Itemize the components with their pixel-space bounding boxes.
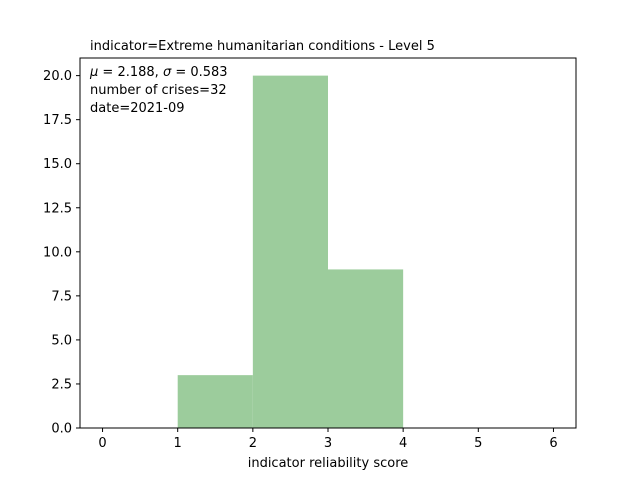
y-tick-label: 12.5 (43, 201, 72, 216)
x-tick-label: 5 (474, 436, 482, 451)
date-annotation: date=2021-09 (90, 101, 185, 116)
y-tick-label: 2.5 (51, 377, 72, 392)
x-tick-label: 6 (549, 436, 557, 451)
y-tick-label: 0.0 (51, 422, 72, 437)
stats-mu-value: 2.188 (117, 65, 154, 80)
x-tick-label: 2 (249, 436, 257, 451)
y-tick-label: 20.0 (43, 69, 72, 84)
x-tick-label: 3 (324, 436, 332, 451)
x-axis: 0 1 2 3 4 5 6 (98, 428, 558, 451)
histogram-bar-1 (177, 375, 253, 428)
histogram-bar-3 (328, 269, 404, 428)
chart-title: indicator=Extreme humanitarian condition… (90, 39, 435, 54)
bars-group (177, 75, 404, 428)
y-tick-label: 7.5 (51, 289, 72, 304)
y-tick-label: 17.5 (43, 113, 72, 128)
x-tick-label: 0 (98, 436, 106, 451)
y-tick-label: 5.0 (51, 333, 72, 348)
y-tick-label: 10.0 (43, 245, 72, 260)
stats-annotation: μ = 2.188, σ = 0.583 (89, 65, 228, 80)
stats-sigma-value: 0.583 (190, 65, 227, 80)
x-tick-label: 1 (174, 436, 182, 451)
x-tick-label: 4 (399, 436, 407, 451)
histogram-bar-2 (252, 75, 328, 428)
y-tick-label: 15.0 (43, 157, 72, 172)
crises-annotation: number of crises=32 (90, 83, 227, 98)
y-axis: 0.0 2.5 5.0 7.5 10.0 12.5 15.0 17.5 20.0 (43, 69, 80, 437)
x-axis-label: indicator reliability score (248, 456, 409, 471)
